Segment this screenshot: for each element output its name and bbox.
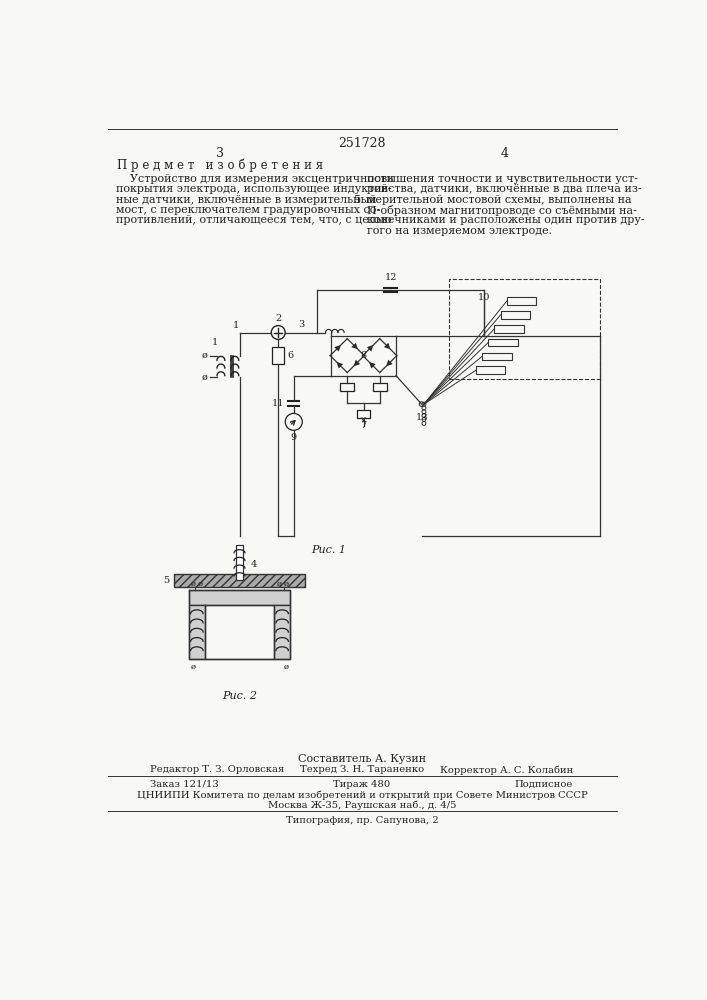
Text: мост, с переключателем градуировочных со-: мост, с переключателем градуировочных со… bbox=[115, 205, 380, 215]
Text: ø: ø bbox=[284, 663, 288, 671]
Bar bbox=[501, 311, 530, 319]
Text: Москва Ж-35, Раушская наб., д. 4/5: Москва Ж-35, Раушская наб., д. 4/5 bbox=[268, 801, 456, 810]
Bar bbox=[236, 545, 243, 580]
Polygon shape bbox=[367, 345, 373, 352]
Text: П р е д м е т   и з о б р е т е н и я: П р е д м е т и з о б р е т е н и я bbox=[117, 158, 323, 172]
Text: 10: 10 bbox=[477, 293, 490, 302]
Text: П-образном магнитопроводе со съёмными на-: П-образном магнитопроводе со съёмными на… bbox=[368, 205, 637, 216]
Text: 3: 3 bbox=[298, 320, 304, 329]
Text: ø: ø bbox=[201, 373, 208, 382]
Text: 6: 6 bbox=[288, 351, 293, 360]
Text: 4: 4 bbox=[251, 560, 257, 569]
Bar bbox=[272, 347, 284, 364]
Text: Корректор А. С. Колабин: Корректор А. С. Колабин bbox=[440, 765, 573, 775]
Text: 5: 5 bbox=[354, 195, 361, 205]
Text: конечниками и расположены один против дру-: конечниками и расположены один против др… bbox=[368, 215, 645, 225]
Polygon shape bbox=[351, 343, 358, 349]
Text: Редактор Т. З. Орловская: Редактор Т. З. Орловская bbox=[151, 765, 285, 774]
Text: ø: ø bbox=[201, 351, 208, 360]
Text: 5: 5 bbox=[163, 576, 170, 585]
Text: ЦНИИПИ Комитета по делам изобретений и открытий при Совете Министров СССР: ЦНИИПИ Комитета по делам изобретений и о… bbox=[136, 791, 588, 800]
Text: Типография, пр. Сапунова, 2: Типография, пр. Сапунова, 2 bbox=[286, 816, 438, 825]
Text: повышения точности и чувствительности уст-: повышения точности и чувствительности ус… bbox=[368, 174, 638, 184]
Text: противлений, отличающееся тем, что, с целью: противлений, отличающееся тем, что, с це… bbox=[115, 215, 391, 225]
Text: ø: ø bbox=[197, 580, 202, 588]
Text: ø: ø bbox=[190, 663, 196, 671]
Bar bbox=[489, 339, 518, 346]
Text: 12: 12 bbox=[385, 273, 397, 282]
Text: 2: 2 bbox=[275, 314, 281, 323]
Bar bbox=[373, 383, 387, 391]
Text: Рис. 2: Рис. 2 bbox=[222, 691, 257, 701]
Text: 3: 3 bbox=[216, 147, 224, 160]
Bar bbox=[189, 605, 204, 659]
Bar bbox=[494, 325, 524, 333]
Text: 11: 11 bbox=[272, 399, 284, 408]
Polygon shape bbox=[386, 360, 392, 366]
Bar bbox=[189, 590, 290, 605]
Text: 8: 8 bbox=[361, 351, 366, 360]
Polygon shape bbox=[337, 362, 343, 368]
Text: 9: 9 bbox=[291, 433, 297, 442]
Text: Устройство для измерения эксцентричности: Устройство для измерения эксцентричности bbox=[115, 174, 393, 184]
Bar bbox=[356, 410, 370, 418]
Bar bbox=[274, 605, 290, 659]
Text: Тираж 480: Тираж 480 bbox=[333, 780, 390, 789]
Text: ройства, датчики, включённые в два плеча из-: ройства, датчики, включённые в два плеча… bbox=[368, 184, 642, 194]
Text: покрытия электрода, использующее индуктив-: покрытия электрода, использующее индукти… bbox=[115, 184, 391, 194]
Text: 251728: 251728 bbox=[338, 137, 386, 150]
Bar bbox=[482, 353, 512, 360]
Polygon shape bbox=[384, 343, 390, 349]
Text: мерительной мостовой схемы, выполнены на: мерительной мостовой схемы, выполнены на bbox=[368, 195, 632, 205]
Bar bbox=[340, 383, 354, 391]
Text: ø: ø bbox=[284, 580, 288, 588]
Text: гого на измеряемом электроде.: гого на измеряемом электроде. bbox=[368, 226, 552, 236]
Text: Техред З. Н. Тараненко: Техред З. Н. Тараненко bbox=[300, 765, 424, 774]
Text: Составитель А. Кузин: Составитель А. Кузин bbox=[298, 754, 426, 764]
Polygon shape bbox=[334, 345, 341, 352]
Text: Рис. 1: Рис. 1 bbox=[311, 545, 346, 555]
Text: 1: 1 bbox=[211, 338, 218, 347]
Polygon shape bbox=[354, 360, 360, 366]
Text: 4: 4 bbox=[501, 147, 508, 160]
Bar bbox=[174, 574, 305, 587]
Text: ø: ø bbox=[190, 580, 196, 588]
Text: Заказ 121/13: Заказ 121/13 bbox=[151, 780, 219, 789]
Bar bbox=[476, 366, 506, 374]
Text: ные датчики, включённые в измерительный: ные датчики, включённые в измерительный bbox=[115, 195, 376, 205]
Text: ø: ø bbox=[276, 580, 281, 588]
Bar bbox=[507, 297, 537, 305]
Text: 1: 1 bbox=[233, 321, 240, 330]
Text: 13: 13 bbox=[416, 413, 428, 422]
Text: 7: 7 bbox=[361, 421, 367, 430]
Polygon shape bbox=[369, 362, 375, 368]
Text: Подписное: Подписное bbox=[515, 780, 573, 789]
